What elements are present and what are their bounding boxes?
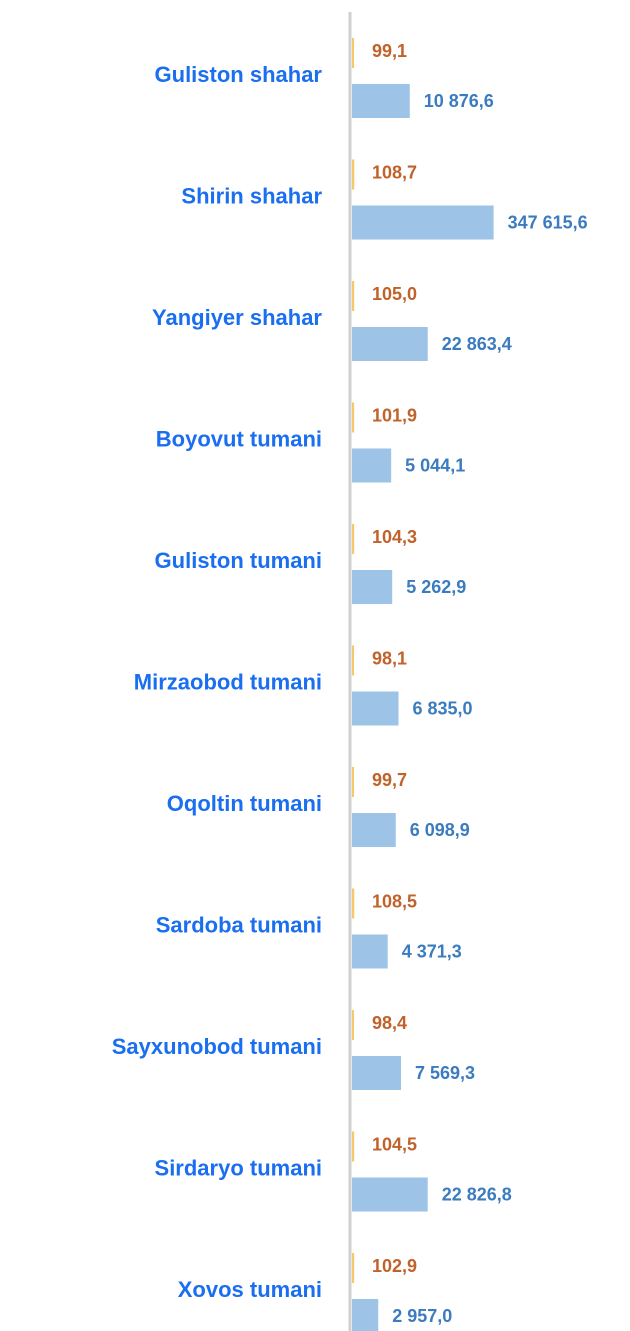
growth-bar — [352, 38, 355, 68]
growth-label: 101,9 — [372, 405, 417, 425]
growth-label: 104,3 — [372, 527, 417, 547]
growth-bar — [352, 159, 355, 190]
category-label: Guliston tumani — [155, 548, 322, 573]
category-label: Boyovut tumani — [156, 426, 322, 451]
category-label: Mirzaobod tumani — [134, 669, 322, 694]
volume-bar — [352, 1299, 379, 1331]
growth-bar — [352, 1253, 355, 1283]
growth-bar — [352, 1131, 355, 1162]
growth-label: 105,0 — [372, 284, 417, 304]
category-label: Sayxunobod tumani — [112, 1034, 322, 1059]
volume-bar — [352, 691, 399, 726]
volume-bar — [352, 448, 392, 483]
volume-bar — [352, 934, 388, 969]
growth-bar — [352, 888, 355, 919]
volume-label: 2 957,0 — [392, 1306, 452, 1326]
growth-label: 99,1 — [372, 41, 407, 61]
growth-bar — [352, 645, 355, 676]
volume-label: 5 044,1 — [405, 455, 465, 475]
category-label: Sardoba tumani — [156, 912, 322, 937]
growth-label: 108,5 — [372, 891, 417, 911]
growth-bar — [352, 767, 355, 797]
growth-bar — [352, 1010, 355, 1040]
growth-bar — [352, 524, 355, 554]
volume-label: 6 098,9 — [410, 820, 470, 840]
category-label: Sirdaryo tumani — [155, 1155, 322, 1180]
volume-bar — [352, 205, 494, 240]
category-label: Yangiyer shahar — [152, 305, 322, 330]
volume-label: 22 863,4 — [442, 334, 512, 354]
volume-label: 6 835,0 — [413, 698, 473, 718]
volume-bar — [352, 570, 393, 604]
category-label: Oqoltin tumani — [167, 791, 322, 816]
volume-bar — [352, 84, 410, 118]
growth-label: 98,1 — [372, 648, 407, 668]
growth-bar — [352, 402, 355, 433]
growth-label: 104,5 — [372, 1134, 417, 1154]
growth-label: 108,7 — [372, 162, 417, 182]
volume-bar — [352, 813, 396, 847]
growth-label: 99,7 — [372, 770, 407, 790]
volume-label: 347 615,6 — [508, 212, 588, 232]
category-label: Shirin shahar — [181, 183, 322, 208]
growth-bar — [352, 281, 355, 311]
category-label: Xovos tumani — [178, 1277, 322, 1302]
volume-label: 7 569,3 — [415, 1063, 475, 1083]
volume-label: 4 371,3 — [402, 941, 462, 961]
volume-bar — [352, 327, 428, 361]
volume-label: 10 876,6 — [424, 91, 494, 111]
volume-label: 22 826,8 — [442, 1184, 512, 1204]
growth-label: 98,4 — [372, 1013, 407, 1033]
volume-bar — [352, 1056, 401, 1090]
volume-label: 5 262,9 — [406, 577, 466, 597]
volume-bar — [352, 1177, 428, 1212]
growth-label: 102,9 — [372, 1256, 417, 1276]
category-label: Guliston shahar — [155, 62, 323, 87]
